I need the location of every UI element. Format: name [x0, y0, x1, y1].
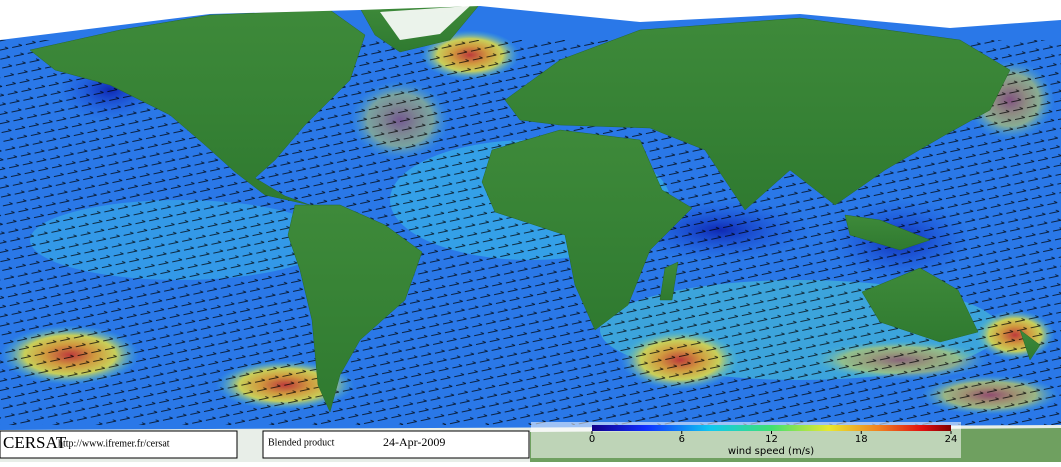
colorbar-tick-label: 12 [765, 434, 778, 445]
product: Blended product [268, 437, 335, 448]
colorbar-tick-label: 18 [855, 434, 868, 445]
colorbar-label: wind speed (m/s) [728, 446, 814, 457]
brand-box [0, 430, 238, 459]
colorbar-tick-label: 6 [679, 434, 685, 445]
colorbar-tick-label: 0 [589, 434, 595, 445]
date: 24-Apr-2009 [383, 435, 445, 449]
land [29, 3, 1041, 413]
colorbar-tick-label: 24 [945, 434, 958, 445]
product-box [262, 430, 530, 459]
colorbar [592, 425, 951, 431]
brand: CERSAT [3, 433, 67, 452]
url: http://www.ifremer.fr/cersat [58, 438, 170, 449]
